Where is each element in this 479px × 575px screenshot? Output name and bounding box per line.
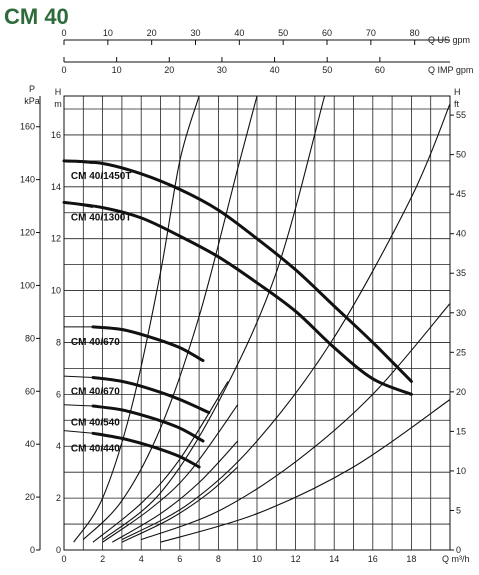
system-curve-short bbox=[112, 440, 239, 543]
us-gpm-tick-label: 60 bbox=[322, 28, 332, 38]
head-ft-tick-label: 50 bbox=[456, 150, 466, 160]
head-ft-tick-label: 15 bbox=[456, 426, 466, 436]
pump-curve bbox=[91, 404, 205, 443]
pressure-unit-label: kPa bbox=[24, 96, 40, 106]
curve-label: CM 40/440 bbox=[71, 443, 120, 454]
pump-curve bbox=[62, 159, 413, 383]
head-ft-tick-label: 10 bbox=[456, 466, 466, 476]
system-curve bbox=[73, 95, 200, 543]
us-gpm-tick-label: 30 bbox=[190, 28, 200, 38]
flow-tick-label: 6 bbox=[177, 554, 182, 564]
head-m-unit-label: m bbox=[54, 99, 62, 109]
head-ft-tick-label: 40 bbox=[456, 229, 466, 239]
head-ft-tick-label: 30 bbox=[456, 308, 466, 318]
us-gpm-tick-label: 80 bbox=[410, 28, 420, 38]
flow-tick-label: 16 bbox=[368, 554, 378, 564]
pump-curve bbox=[91, 325, 205, 363]
curve-label: CM 40/670 bbox=[71, 337, 120, 348]
head-ft-tick-label: 45 bbox=[456, 189, 466, 199]
us-gpm-tick-label: 10 bbox=[103, 28, 113, 38]
us-gpm-tick-label: 20 bbox=[147, 28, 157, 38]
system-curve bbox=[82, 95, 258, 540]
pump-curve bbox=[62, 200, 413, 396]
system-curve bbox=[160, 399, 451, 543]
imp-gpm-tick-label: 10 bbox=[112, 65, 122, 75]
head-ft-tick-label: 25 bbox=[456, 347, 466, 357]
pressure-tick-label: 160 bbox=[20, 122, 35, 132]
flow-tick-label: 12 bbox=[291, 554, 301, 564]
imp-gpm-tick-label: 0 bbox=[61, 65, 66, 75]
flow-tick-label: 0 bbox=[61, 554, 66, 564]
pressure-tick-label: 0 bbox=[30, 545, 35, 555]
head-ft-tick-label: 55 bbox=[456, 110, 466, 120]
imp-gpm-axis-label: Q IMP gpm bbox=[428, 65, 473, 75]
system-curves-layer bbox=[73, 95, 451, 543]
head-m-tick-label: 14 bbox=[51, 182, 61, 192]
head-ft-tick-label: 0 bbox=[456, 545, 461, 555]
pump-curve-leadin bbox=[63, 404, 93, 407]
head-m-tick-label: 16 bbox=[51, 130, 61, 140]
system-curve bbox=[102, 95, 326, 541]
pressure-axis-label: P bbox=[29, 84, 35, 94]
head-m-tick-label: 0 bbox=[56, 545, 61, 555]
head-m-tick-label: 10 bbox=[51, 286, 61, 296]
flow-tick-label: 14 bbox=[329, 554, 339, 564]
us-gpm-axis-label: Q US gpm bbox=[428, 35, 470, 45]
us-gpm-tick-label: 0 bbox=[61, 28, 66, 38]
pressure-tick-label: 100 bbox=[20, 280, 35, 290]
head-m-tick-label: 8 bbox=[56, 337, 61, 347]
pump-curve bbox=[91, 376, 211, 414]
flow-tick-label: 2 bbox=[100, 554, 105, 564]
pump-curve-leadin bbox=[63, 430, 93, 434]
head-ft-tick-label: 35 bbox=[456, 268, 466, 278]
system-curve bbox=[141, 303, 451, 541]
pressure-tick-label: 20 bbox=[25, 492, 35, 502]
curve-label: CM 40/670 bbox=[71, 386, 120, 397]
flow-tick-label: 8 bbox=[216, 554, 221, 564]
chart-title: CM 40 bbox=[4, 4, 69, 29]
pump-curve-leadin bbox=[63, 375, 93, 378]
head-m-tick-label: 4 bbox=[56, 441, 61, 451]
pump-curves-layer bbox=[62, 159, 413, 469]
flow-tick-label: 18 bbox=[406, 554, 416, 564]
head-m-tick-label: 2 bbox=[56, 493, 61, 503]
pressure-tick-label: 80 bbox=[25, 333, 35, 343]
system-curve-short bbox=[92, 381, 229, 543]
flow-tick-label: 10 bbox=[252, 554, 262, 564]
pressure-tick-label: 120 bbox=[20, 228, 35, 238]
us-gpm-tick-label: 40 bbox=[234, 28, 244, 38]
head-ft-unit-label: ft bbox=[454, 99, 460, 109]
system-curve-short bbox=[121, 466, 239, 543]
imp-gpm-tick-label: 60 bbox=[375, 65, 385, 75]
head-m-tick-label: 6 bbox=[56, 389, 61, 399]
pressure-tick-label: 60 bbox=[25, 386, 35, 396]
flow-tick-label: 4 bbox=[139, 554, 144, 564]
pressure-tick-label: 40 bbox=[25, 439, 35, 449]
imp-gpm-tick-label: 50 bbox=[322, 65, 332, 75]
imp-gpm-tick-label: 20 bbox=[164, 65, 174, 75]
head-ft-tick-label: 5 bbox=[456, 505, 461, 515]
curve-label: CM 40/1450T bbox=[71, 171, 132, 182]
head-ft-axis-label: H bbox=[454, 87, 461, 97]
pressure-tick-label: 140 bbox=[20, 175, 35, 185]
curve-labels-layer: CM 40/1450T CM 40/1300T CM 40/670 CM 40/670… bbox=[71, 171, 132, 454]
pump-curve bbox=[91, 431, 201, 469]
imp-gpm-tick-label: 40 bbox=[270, 65, 280, 75]
imp-gpm-tick-label: 30 bbox=[217, 65, 227, 75]
curve-label: CM 40/1300T bbox=[71, 213, 132, 224]
flow-axis-label: Q m³/h bbox=[442, 554, 470, 564]
head-m-tick-label: 12 bbox=[51, 234, 61, 244]
us-gpm-tick-label: 70 bbox=[366, 28, 376, 38]
system-curve-short bbox=[102, 404, 239, 543]
head-m-axis-label: H bbox=[55, 87, 62, 97]
head-ft-tick-label: 20 bbox=[456, 387, 466, 397]
system-curve bbox=[121, 103, 451, 541]
curve-label: CM 40/540 bbox=[71, 417, 120, 428]
us-gpm-tick-label: 50 bbox=[278, 28, 288, 38]
